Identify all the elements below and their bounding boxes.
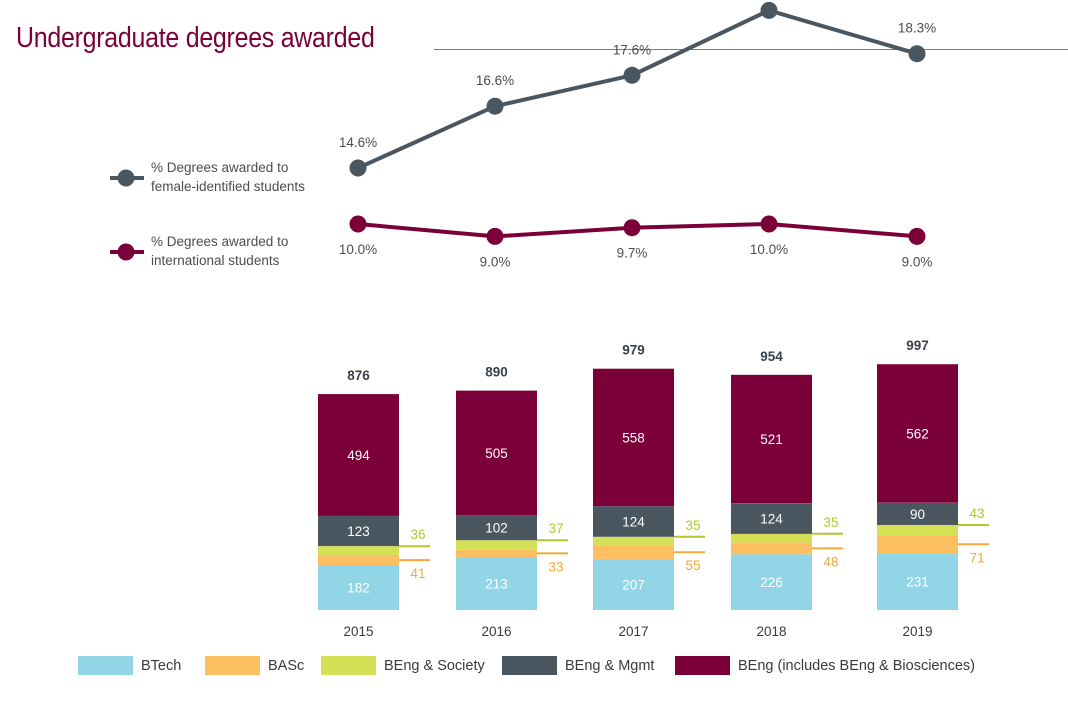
value-label-beng-2015: 494 (347, 448, 370, 463)
data-label-international-2017: 9.7% (617, 246, 648, 261)
bar-beng-2015 (318, 394, 399, 516)
bar-basc-2018 (731, 542, 812, 555)
bar-beng-society-2016 (456, 540, 537, 550)
total-label-2017: 979 (622, 343, 645, 358)
value-label-basc-2017: 55 (685, 558, 700, 573)
data-label-female-2017: 17.6% (613, 42, 651, 57)
value-label-beng-society-2015: 36 (410, 527, 425, 542)
value-label-basc-2019: 71 (969, 550, 984, 565)
total-label-2018: 954 (760, 349, 783, 364)
value-label-beng-2019: 562 (906, 427, 929, 442)
legend-label-line1: % Degrees awarded to (151, 160, 288, 175)
data-point-female-2015 (349, 159, 367, 177)
value-label-beng-mgmt-2018: 124 (760, 512, 783, 527)
bar-basc-2016 (456, 549, 537, 558)
legend-swatch-beng-mgmt (502, 656, 557, 675)
bar-beng-mgmt-2018 (731, 503, 812, 534)
data-point-female-2018 (760, 1, 778, 19)
value-label-beng-society-2016: 37 (548, 521, 563, 536)
series-line-female (357, 8, 918, 170)
total-label-2015: 876 (347, 368, 370, 383)
bar-beng-mgmt-2015 (318, 515, 399, 547)
x-tick-label-2017: 2017 (618, 624, 648, 639)
bar-beng-mgmt-2016 (456, 515, 537, 541)
value-label-beng-mgmt-2016: 102 (485, 521, 508, 536)
value-label-btech-2016: 213 (485, 577, 508, 592)
legend-marker-female (117, 169, 135, 187)
value-label-beng-2016: 505 (485, 446, 508, 461)
bar-btech-2015 (318, 565, 399, 610)
data-label-female-2015: 14.6% (339, 135, 377, 150)
value-label-basc-2018: 48 (823, 554, 838, 569)
legend-label-beng-society: BEng & Society (384, 658, 485, 674)
bar-btech-2016 (456, 557, 537, 610)
legend-label-line2: female-identified students (151, 179, 305, 194)
page-title: Undergraduate degrees awarded (16, 22, 375, 54)
data-point-international-2016 (486, 227, 504, 245)
value-label-beng-society-2018: 35 (823, 515, 838, 530)
bar-beng-society-2017 (593, 536, 674, 546)
bar-beng-society-2019 (877, 525, 958, 536)
legend-label-beng-mgmt: BEng & Mgmt (565, 658, 654, 674)
legend-label-basc: BASc (268, 658, 304, 674)
legend-marker-international (117, 243, 135, 261)
data-point-female-2019 (908, 45, 926, 63)
bar-beng-mgmt-2019 (877, 502, 958, 525)
data-label-female-2016: 16.6% (476, 73, 514, 88)
value-label-beng-mgmt-2017: 124 (622, 515, 645, 530)
title-divider (434, 49, 1068, 50)
value-label-basc-2015: 41 (410, 566, 425, 581)
legend-swatch-basc (205, 656, 260, 675)
value-label-beng-society-2019: 43 (969, 506, 984, 521)
data-label-international-2016: 9.0% (480, 254, 511, 269)
bar-beng-2019 (877, 364, 958, 503)
bar-beng-mgmt-2017 (593, 506, 674, 537)
value-label-beng-2018: 521 (760, 432, 783, 447)
data-label-female-2019: 18.3% (898, 21, 936, 36)
data-point-female-2016 (486, 97, 504, 115)
bar-basc-2019 (877, 535, 958, 554)
value-label-btech-2018: 226 (760, 575, 783, 590)
bar-beng-2018 (731, 374, 812, 504)
bar-beng-society-2015 (318, 546, 399, 556)
legend-label-btech: BTech (141, 658, 181, 674)
value-label-btech-2017: 207 (622, 577, 645, 592)
legend-swatch-beng (675, 656, 730, 675)
bar-beng-2017 (593, 368, 674, 507)
data-point-female-2017 (623, 66, 641, 84)
bar-btech-2019 (877, 553, 958, 610)
x-tick-label-2016: 2016 (481, 624, 511, 639)
bar-basc-2017 (593, 545, 674, 559)
x-tick-label-2018: 2018 (756, 624, 786, 639)
x-tick-label-2019: 2019 (902, 624, 932, 639)
total-label-2016: 890 (485, 365, 508, 380)
legend-swatch-btech (78, 656, 133, 675)
value-label-btech-2015: 182 (347, 581, 370, 596)
data-label-international-2019: 9.0% (902, 254, 933, 269)
data-point-international-2019 (908, 227, 926, 245)
data-point-international-2018 (760, 215, 778, 233)
value-label-beng-2017: 558 (622, 430, 645, 445)
bar-btech-2017 (593, 559, 674, 610)
bar-beng-2016 (456, 390, 537, 516)
value-label-beng-mgmt-2015: 123 (347, 524, 370, 539)
data-label-international-2015: 10.0% (339, 242, 377, 257)
legend-swatch-beng-society (321, 656, 376, 675)
bar-beng-society-2018 (731, 533, 812, 543)
data-point-international-2017 (623, 219, 641, 237)
bar-basc-2015 (318, 555, 399, 566)
value-label-beng-society-2017: 35 (685, 518, 700, 533)
total-label-2019: 997 (906, 338, 929, 353)
value-label-btech-2019: 231 (906, 575, 929, 590)
value-label-basc-2016: 33 (548, 559, 563, 574)
bar-btech-2018 (731, 554, 812, 610)
legend-label-beng: BEng (includes BEng & Biosciences) (738, 658, 975, 674)
value-label-beng-mgmt-2019: 90 (910, 507, 925, 522)
x-tick-label-2015: 2015 (343, 624, 373, 639)
legend-label-line1: % Degrees awarded to (151, 234, 288, 249)
data-label-international-2018: 10.0% (750, 242, 788, 257)
data-point-international-2015 (349, 215, 367, 233)
legend-label-line2: international students (151, 253, 280, 268)
